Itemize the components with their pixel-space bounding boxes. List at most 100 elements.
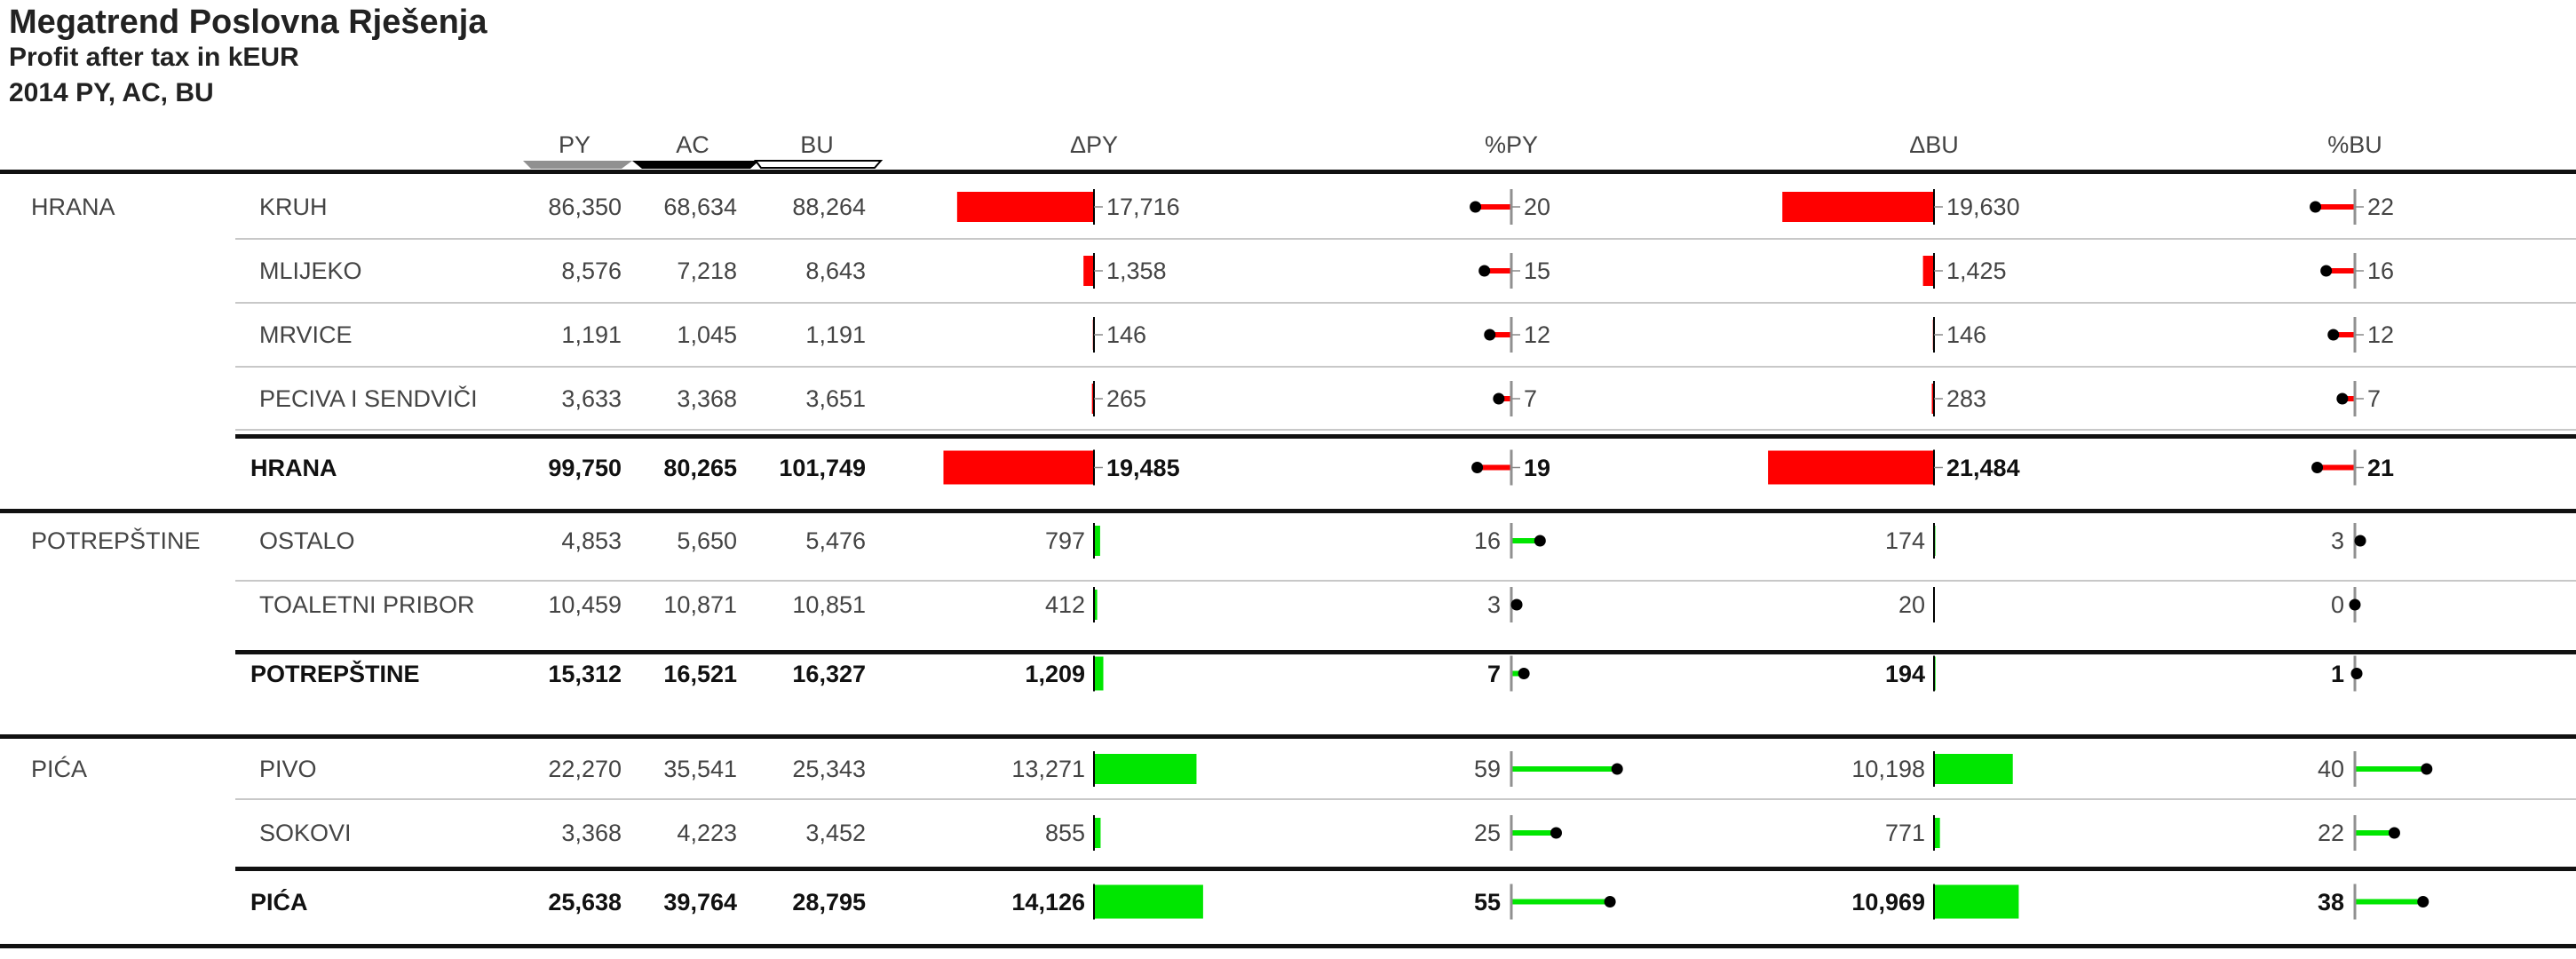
ppy-pin-head [1493,392,1505,405]
pbu-pin-head [2350,668,2363,679]
pbu-pin-head [2311,462,2324,473]
pbu-pin-head [2388,827,2400,839]
ppy-pin-head [1534,535,1546,547]
dpy-value: 1,358 [1106,258,1167,284]
dpy-value: 1,209 [1025,660,1085,687]
total-ac-value: 16,521 [663,660,737,687]
ppy-pin-head [1484,329,1496,341]
row-divider [235,302,2576,304]
total-py-value: 15,312 [548,660,622,687]
total-py-value: 99,750 [548,454,622,481]
dbu-value: 21,484 [1946,454,2020,481]
column-markers [523,160,884,169]
group-divider [0,944,2576,948]
row-divider [235,580,2576,582]
dpy-bar [956,192,1094,222]
dpy-bar [1094,590,1098,620]
total-py-value: 25,638 [548,888,622,915]
ac-value: 10,871 [663,591,737,618]
report-title: Megatrend Poslovna Rješenja [9,4,487,41]
total-divider [235,867,2576,871]
dpy-bar [1094,884,1203,919]
row-label: MLIJEKO [259,258,362,284]
dbu-bar [1934,884,2019,919]
ppy-value: 55 [1473,888,1501,915]
total-bu-value: 101,749 [779,454,866,481]
dbu-value: 283 [1946,385,1987,412]
total-divider [235,434,2576,439]
pbu-value: 7 [2367,385,2382,412]
row-divider [235,366,2576,368]
dbu-bar [1768,450,1934,485]
total-ac-value: 39,764 [663,888,737,915]
dpy-value: 19,485 [1106,454,1180,481]
ppy-value: 20 [1524,194,1551,220]
row-label: OSTALO [259,527,355,554]
pbu-value: 12 [2367,321,2395,348]
ppy-pin-head [1611,763,1623,775]
ac-value: 35,541 [663,756,737,782]
dpy-value: 13,271 [1011,756,1085,782]
py-value: 1,191 [561,321,622,348]
ac-value: 3,368 [677,385,737,412]
bu-value: 1,191 [805,321,866,348]
pbu-value: 0 [2330,591,2344,618]
dpy-bar [1094,656,1104,691]
dpy-value: 797 [1044,527,1085,554]
ac-value: 4,223 [677,820,737,846]
ppy-pin-head [1518,668,1530,679]
ac-marker [632,161,759,169]
header-py: PY [558,131,591,158]
pbu-pin-head [2421,763,2433,775]
bu-value: 3,651 [805,385,866,412]
header-pct-py: %PY [1484,131,1539,158]
py-value: 10,459 [548,591,622,618]
pbu-pin-head [2336,392,2349,405]
total-bu-value: 28,795 [792,888,866,915]
bu-marker [754,160,884,169]
total-row-label: POTREPŠTINE [250,660,420,687]
row-divider [235,429,2576,431]
py-value: 3,368 [561,820,622,846]
dbu-value: 10,198 [1851,756,1925,782]
py-value: 3,633 [561,385,622,412]
dpy-value: 412 [1044,591,1085,618]
header-delta-bu: ΔBU [1909,131,1959,158]
ppy-pin-head [1471,462,1484,473]
pbu-pin-head [2320,265,2333,277]
dpy-value: 17,716 [1106,194,1180,220]
ppy-value: 7 [1486,660,1501,687]
group-label: HRANA [31,194,115,220]
pbu-value: 21 [2367,454,2395,481]
row-label: MRVICE [259,321,353,348]
header-pct-bu: %BU [2327,131,2382,158]
dpy-bar [1094,754,1197,784]
ppy-value: 25 [1473,820,1501,846]
ppy-pin-head [1510,598,1523,611]
pbu-value: 1 [2330,660,2344,687]
py-value: 86,350 [548,194,622,220]
group-label: PIĆA [31,756,88,782]
group-label: POTREPŠTINE [31,527,201,554]
dbu-value: 20 [1898,591,1925,618]
pbu-value: 40 [2317,756,2344,782]
pbu-pin-head [2327,329,2340,341]
group-divider [0,509,2576,513]
ppy-pin-head [1478,265,1491,277]
bu-value: 8,643 [805,258,866,284]
py-value: 22,270 [548,756,622,782]
dpy-bar [1094,526,1100,556]
ac-value: 68,634 [663,194,737,220]
group-divider [0,734,2576,739]
dbu-value: 194 [1884,660,1925,687]
dpy-value: 265 [1106,385,1147,412]
ppy-value: 12 [1524,321,1551,348]
dpy-bar [1083,256,1094,286]
header-ac: AC [676,131,709,158]
row-label: SOKOVI [259,820,352,846]
dbu-value: 1,425 [1946,258,2007,284]
pbu-value: 3 [2330,527,2344,554]
pbu-value: 16 [2367,258,2395,284]
